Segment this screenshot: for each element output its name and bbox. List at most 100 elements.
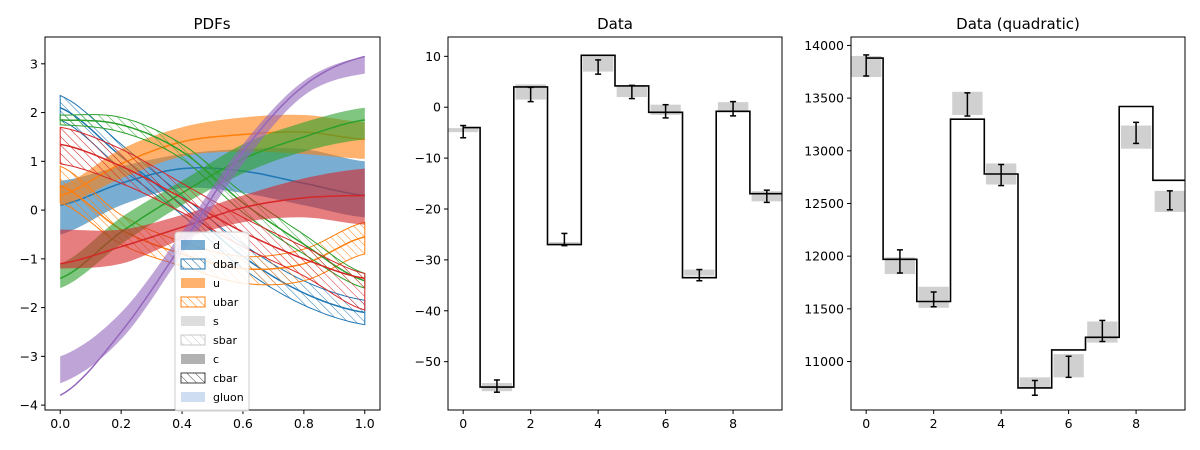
x-tick-label: 8 [1132,416,1140,431]
y-tick-label: −1 [20,251,38,266]
pdfs-title: PDFs [193,15,230,33]
y-tick-label: −4 [20,398,38,413]
legend-label-u: u [213,277,220,290]
y-tick-label: −30 [415,252,441,267]
prediction-step-line [463,54,782,388]
pdfs-panel: PDFs 0.0 0.2 0.4 0.6 0.8 1.0 −4 −3 −2 −1 0 1 2 3 d dba… [20,15,381,431]
x-tick-label: 6 [1065,416,1073,431]
legend-label-dbar: dbar [213,258,239,271]
y-tick-label: 11000 [804,354,844,369]
series-9-band [60,107,365,289]
data-point-errorbar [896,249,903,274]
x-tick-label: 0.2 [111,416,131,431]
data-point-errorbar [998,163,1005,187]
data-quadratic-panel: Data (quadratic) 0 2 4 6 8 11000 11500 12000 125… [804,15,1186,431]
y-tick-label: 14000 [804,38,844,53]
data-point-errorbar [763,189,770,204]
data-point-errorbar [628,84,635,100]
legend-box [174,231,250,412]
data-point-errorbar [1133,121,1140,145]
x-tick-label: 2 [527,416,535,431]
legend-label-s: s [213,315,219,328]
y-tick-label: 1 [30,154,38,169]
legend-swatch-ubar [180,296,206,308]
data-quadratic-title: Data (quadratic) [956,15,1080,33]
data-title: Data [597,15,633,33]
x-tick-label: 4 [997,416,1005,431]
legend-swatch-s [181,316,205,326]
data-panel: Data 0 2 4 6 8 −50 −40 −30 −20 −10 0 10 [415,15,783,431]
legend-label-cbar: cbar [213,372,238,385]
y-tick-label: 2 [30,105,38,120]
y-tick-label: 0 [433,100,441,115]
series-12-line [60,143,365,280]
y-tick-label: −50 [415,354,441,369]
data-point-errorbar [460,124,467,139]
pdfs-legend: d dbar u ubar s sbar c cbar gluon [174,231,250,412]
legend-label-ubar: ubar [213,296,239,309]
x-tick-label: 4 [594,416,602,431]
data-point-errorbar [561,232,568,247]
legend-label-c: c [213,353,219,366]
x-tick-label: 0.0 [50,416,70,431]
y-tick-label: 13500 [804,91,844,106]
legend-swatch-cbar [180,372,206,384]
legend-label-d: d [213,239,220,252]
legend-swatch-gluon [181,392,205,402]
data-point-errorbar [863,54,870,77]
data-quadratic-plot-area [851,54,1185,396]
x-tick-label: 1.0 [355,416,375,431]
data-point-errorbar [595,59,602,75]
data-point-errorbar [964,92,971,117]
data-ticks: 0 2 4 6 8 −50 −40 −30 −20 −10 0 10 [415,49,737,431]
x-tick-label: 8 [729,416,737,431]
data-point-errorbar [662,103,669,119]
x-tick-label: 0 [862,416,870,431]
prediction-step-line [866,57,1185,389]
y-tick-label: 10 [425,49,441,64]
y-tick-label: −2 [20,300,38,315]
legend-swatch-d [181,240,205,250]
y-tick-label: −20 [415,201,441,216]
x-tick-label: 0.6 [233,416,253,431]
data-point-errorbar [696,268,703,282]
series-10-line [60,119,366,282]
x-tick-label: 2 [930,416,938,431]
data-point-errorbar [730,100,737,117]
x-tick-label: 0 [459,416,467,431]
data-point-errorbar [1065,355,1072,379]
y-tick-label: 0 [30,203,38,218]
data-point-errorbar [527,86,534,103]
legend-swatch-sbar [180,334,206,346]
y-tick-label: 13000 [804,143,844,158]
data-quadratic-axes-frame [850,36,1186,411]
x-tick-label: 6 [662,416,670,431]
legend-label-gluon: gluon [213,391,244,404]
y-tick-label: −3 [20,349,38,364]
legend-swatch-u [181,278,205,288]
data-point-errorbar [1166,190,1173,211]
series-13-line [59,55,365,397]
legend-swatch-dbar [180,258,206,270]
data-point-errorbar [1099,319,1106,343]
y-tick-label: 11500 [804,301,844,316]
pdfs-ticks: 0.0 0.2 0.4 0.6 0.8 1.0 −4 −3 −2 −1 0 1 2 3 [20,56,375,431]
data-plot-area [448,54,782,393]
y-tick-label: 12000 [804,249,844,264]
x-tick-label: 0.8 [294,416,314,431]
series-13-band [60,56,365,384]
y-tick-label: −10 [415,151,441,166]
y-tick-label: −40 [415,303,441,318]
data-point-errorbar [493,379,500,393]
data-point-errorbar [930,291,937,308]
legend-swatch-c [181,354,205,364]
y-tick-label: 3 [30,56,38,71]
pdfs-plot-area [59,55,366,397]
data-axes-frame [447,36,783,411]
y-tick-label: 12500 [804,196,844,211]
data-point-errorbar [1031,379,1038,396]
x-tick-label: 0.4 [172,416,192,431]
legend-label-sbar: sbar [213,334,237,347]
data-quadratic-ticks: 0 2 4 6 8 11000 11500 12000 12500 13000 13500 14000 [804,38,1140,431]
